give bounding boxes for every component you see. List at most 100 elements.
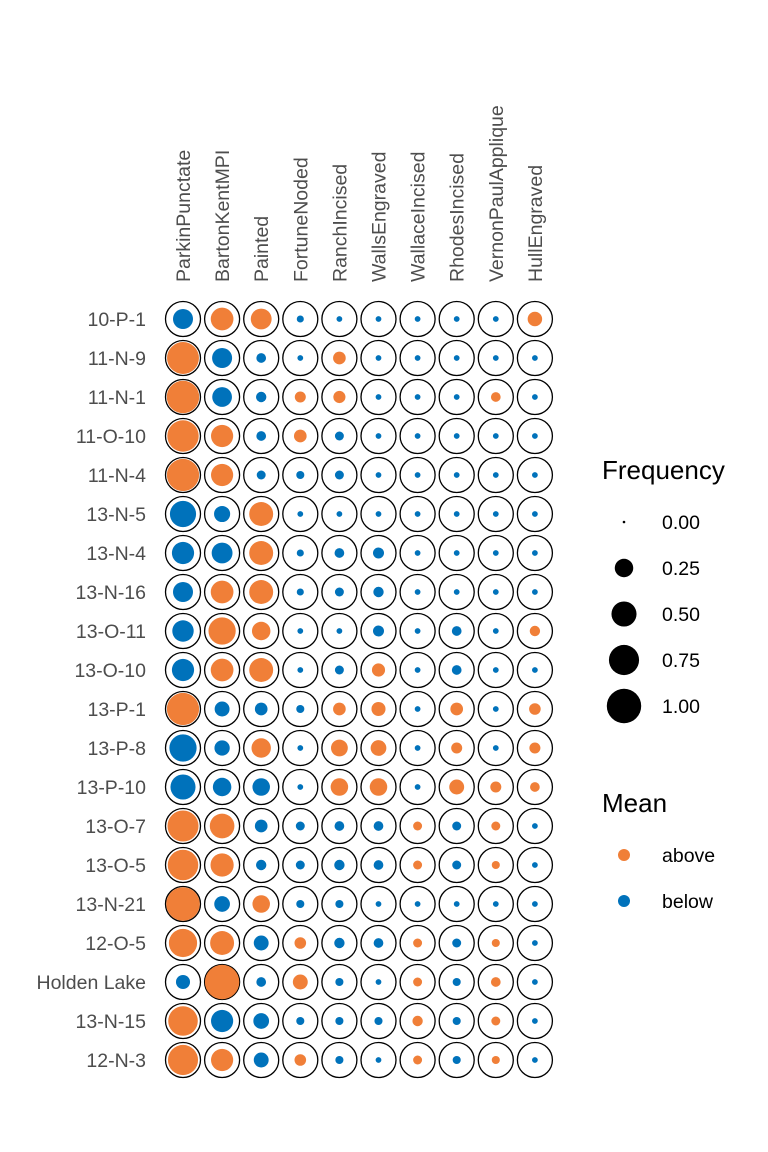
cell-ring: [243, 651, 280, 689]
cell-dot-below: [375, 901, 382, 907]
cell-ring: [477, 963, 514, 1001]
cell-dot-above: [166, 458, 200, 492]
cell-ring: [243, 846, 280, 884]
cell-dot-below: [212, 347, 233, 369]
cell-dot-below: [532, 940, 538, 946]
cell-dot-above: [166, 380, 200, 414]
cell-dot-below: [372, 547, 385, 559]
cell-ring: [243, 1041, 280, 1079]
cell-ring: [164, 612, 202, 650]
cell-dot-below: [532, 589, 538, 595]
row-label-13-p-10: 13-P-10: [77, 777, 147, 799]
cell-ring: [203, 339, 241, 377]
cell-dot-below: [334, 937, 345, 949]
cell-dot-below: [297, 667, 304, 673]
cell-ring: [164, 456, 202, 494]
cell-dot-above: [490, 392, 501, 402]
cell-dot-below: [336, 316, 343, 322]
cell-ring: [282, 651, 319, 689]
cell-dot-below: [532, 1057, 538, 1063]
cell-ring: [360, 378, 397, 416]
cell-dot-below: [297, 628, 304, 634]
cell-dot-below: [175, 974, 191, 990]
column-label-bartonkentmpi: BartonKentMPI: [212, 150, 234, 282]
cell-dot-below: [453, 355, 460, 361]
cell-ring: [321, 885, 358, 923]
cell-ring: [243, 417, 280, 455]
cell-dot-below: [492, 667, 499, 673]
cell-dot-below: [212, 387, 232, 407]
cell-ring: [438, 729, 475, 767]
cell-dot-below: [453, 472, 460, 478]
cell-dot-above: [527, 311, 543, 327]
cell-dot-below: [335, 1016, 344, 1026]
legend-size-label: 0.00: [662, 512, 700, 534]
cell-ring: [477, 339, 514, 377]
cell-ring: [477, 417, 514, 455]
cell-dot-below: [414, 394, 421, 400]
cell-ring: [438, 339, 475, 377]
cell-ring: [399, 651, 436, 689]
cell-ring: [516, 963, 554, 1001]
cell-dot-below: [414, 784, 421, 790]
cell-dot-above: [292, 974, 308, 990]
cell-ring: [516, 807, 554, 845]
cell-dot-below: [492, 472, 499, 478]
cell-ring: [243, 300, 280, 338]
cell-dot-below: [211, 542, 233, 564]
cell-ring: [321, 963, 358, 1001]
row-label-13-o-7: 13-O-7: [85, 816, 146, 838]
cell-ring: [399, 378, 436, 416]
cell-dot-below: [214, 505, 231, 523]
cell-dot-above: [529, 742, 541, 754]
cell-ring: [477, 612, 514, 650]
cell-dot-above: [210, 658, 234, 682]
cell-dot-below: [375, 472, 382, 478]
cell-ring: [477, 1041, 514, 1079]
cell-dot-below: [492, 511, 499, 517]
cell-ring: [282, 729, 319, 767]
cell-dot-below: [336, 511, 343, 517]
cell-dot-below: [171, 541, 195, 565]
cell-ring: [438, 651, 475, 689]
cell-dot-above: [413, 1055, 423, 1065]
cell-dot-below: [452, 1016, 461, 1026]
cell-dot-below: [451, 665, 462, 675]
cell-ring: [438, 924, 475, 962]
cell-dot-below: [375, 394, 382, 400]
cell-dot-below: [532, 550, 538, 556]
cell-ring: [477, 495, 514, 533]
cell-dot-above: [293, 429, 307, 443]
cell-dot-above: [251, 621, 271, 641]
row-label-13-n-4: 13-N-4: [86, 543, 146, 565]
cell-ring: [360, 807, 397, 845]
legend-size-dot: [622, 520, 626, 524]
cell-dot-above: [210, 307, 234, 331]
cell-ring: [321, 846, 358, 884]
cell-dot-below: [334, 821, 345, 831]
cell-ring: [438, 807, 475, 845]
cell-dot-below: [256, 391, 267, 403]
cell-dot-below: [414, 511, 421, 517]
cell-ring: [477, 573, 514, 611]
column-label-hullengraved: HullEngraved: [525, 165, 547, 282]
cell-dot-below: [375, 355, 382, 361]
cell-ring: [399, 924, 436, 962]
cell-dot-above: [210, 931, 235, 955]
cell-dot-below: [532, 862, 538, 868]
cell-ring: [516, 573, 554, 611]
column-label-rhodesincised: RhodesIncised: [447, 153, 469, 282]
cell-ring: [360, 963, 397, 1001]
cell-dot-above: [529, 703, 541, 715]
cell-dot-below: [532, 1018, 538, 1024]
cell-ring: [477, 300, 514, 338]
cell-dot-above: [529, 625, 541, 637]
row-labels: 10-P-1 11-N-9 11-N-1 11-O-10 11-N-4 13-N-5 13-…: [37, 309, 147, 1072]
legend-size-label: 0.75: [662, 650, 700, 672]
cell-dot-above: [210, 853, 234, 877]
cell-dot-below: [334, 587, 344, 597]
cell-ring: [360, 612, 397, 650]
cell-dot-below: [453, 433, 460, 439]
cell-ring: [321, 1002, 358, 1040]
